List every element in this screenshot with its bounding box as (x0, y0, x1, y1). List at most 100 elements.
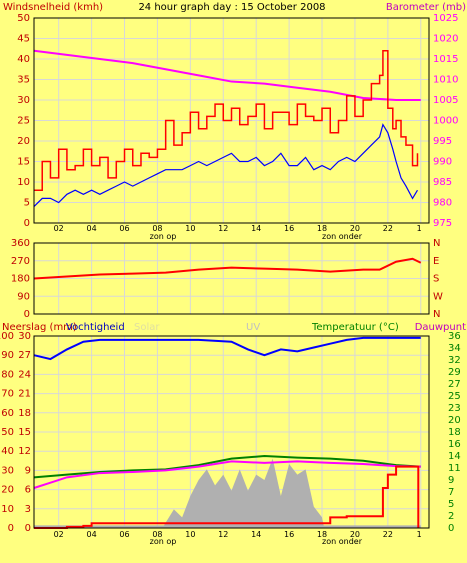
y-tick-label: 14 (448, 451, 461, 462)
y-tick-label: 12 (18, 446, 31, 457)
y-tick-label: 29 (448, 367, 461, 378)
sunrise-label: zon op (150, 232, 177, 241)
dewpoint-line (33, 460, 421, 489)
y-tick-label: 0 (24, 309, 30, 320)
y-tick-label: 0 (25, 523, 31, 534)
temperature-line (33, 454, 421, 479)
y-tick-label: 32 (448, 355, 461, 366)
y-tick-label: 90 (17, 291, 30, 302)
y-tick-label: 35 (17, 75, 30, 86)
panel1-frame (33, 17, 430, 224)
x-tick-label: 18 (317, 224, 327, 233)
x-tick-label: 20 (350, 224, 360, 233)
x-tick-label: 04 (87, 224, 97, 233)
wind-speed-axis-title: Windsnelheid (kmh) (3, 2, 103, 13)
sunset-label: zon onder (322, 232, 363, 241)
x-tick-label: 22 (383, 530, 393, 539)
y-tick-label: 2 (448, 511, 454, 522)
panel1-left-ticks: 0 5 10 15 20 25 30 35 40 45 50 (17, 13, 30, 229)
y-tick-label: 15 (18, 427, 31, 438)
x-tick-label: 20 (350, 530, 360, 539)
x-tick-label: 06 (119, 530, 129, 539)
y-tick-label: 360 (11, 238, 30, 249)
x-tick-label: 16 (284, 530, 294, 539)
y-tick-label: 23 (448, 403, 461, 414)
y-tick-label: 980 (433, 198, 452, 209)
y-tick-label: E (433, 256, 439, 267)
y-tick-label: 10 (17, 177, 30, 188)
y-tick-label: 1000 (433, 116, 458, 127)
y-tick-label: 0 (24, 218, 30, 229)
y-tick-label: 18 (448, 427, 461, 438)
solar-area (34, 458, 421, 528)
barometer-axis-title: Barometer (mb) (386, 2, 466, 13)
wind-gust-line (34, 50, 419, 191)
y-tick-label: 270 (11, 256, 30, 267)
y-tick-label: 18 (18, 408, 31, 419)
y-tick-label: 1010 (433, 75, 458, 86)
y-tick-label: 70 (1, 389, 14, 400)
y-tick-label: 10 (1, 504, 14, 515)
y-tick-label: 0 (448, 523, 454, 534)
y-tick-label: 0 (8, 523, 14, 534)
y-tick-label: 20 (448, 415, 461, 426)
x-tick-label: 10 (185, 224, 195, 233)
y-tick-label: 30 (17, 95, 30, 106)
y-tick-label: 975 (433, 218, 452, 229)
y-tick-label: N (433, 238, 440, 249)
humidity-line (33, 336, 421, 361)
temperature-axis-title: Temperatuur (°C) (311, 322, 399, 333)
y-tick-label: 20 (1, 485, 14, 496)
panel3-grid (34, 336, 429, 528)
y-tick-label: 25 (17, 116, 30, 127)
y-tick-label: 1005 (433, 95, 458, 106)
y-tick-label: 1025 (433, 13, 458, 24)
y-tick-label: 36 (448, 331, 461, 342)
solar-axis-title: Solar (134, 322, 160, 333)
y-tick-label: 80 (1, 369, 14, 380)
y-tick-label: 990 (433, 157, 452, 168)
x-tick-label: 02 (54, 224, 64, 233)
y-tick-label: 15 (17, 157, 30, 168)
y-tick-label: 45 (17, 34, 30, 45)
y-tick-label: 1020 (433, 34, 458, 45)
chart-title: 24 hour graph day : 15 October 2008 (138, 2, 325, 13)
y-tick-label: 100 (0, 331, 14, 342)
y-tick-label: 50 (1, 427, 14, 438)
y-tick-label: 27 (18, 350, 31, 361)
wind-barometer-panel: Windsnelheid (kmh) 24 hour graph day : 1… (0, 0, 467, 241)
y-tick-label: 3 (25, 504, 31, 515)
y-tick-label: 16 (448, 439, 461, 450)
rain-axis-title: Neerslag (mm) (2, 322, 77, 333)
y-tick-label: 20 (17, 136, 30, 147)
y-tick-label: 11 (448, 463, 461, 474)
panel1-right-ticks: 975 980 985 990 995 1000 1005 1010 1015 1020 1025 (433, 13, 458, 229)
x-tick-label: 14 (251, 530, 261, 539)
y-tick-label: 60 (1, 408, 14, 419)
rain-line (34, 465, 420, 529)
x-tick-label: 10 (185, 530, 195, 539)
y-tick-label: 180 (11, 274, 30, 285)
y-tick-label: N (433, 309, 440, 320)
panel2-left-ticks: 0 90 180 270 360 (11, 238, 30, 320)
x-tick-label: 14 (251, 224, 261, 233)
rain-humidity-temperature-panel: Neerslag (mm) Vochtigheid Solar UV Tempe… (0, 322, 466, 546)
x-tick-label: 08 (152, 224, 162, 233)
y-tick-label: 24 (18, 369, 31, 380)
x-tick-label: 16 (284, 224, 294, 233)
wind-direction-line (33, 257, 422, 280)
panel1-x-ticks: 02 04 06 08 10 12 14 16 18 20 22 1 (54, 224, 422, 233)
y-tick-label: 7 (448, 487, 454, 498)
barometer-line (33, 49, 421, 101)
panel3-series (33, 336, 421, 529)
y-tick-label: 21 (18, 389, 31, 400)
y-tick-label: 40 (1, 446, 14, 457)
y-tick-label: 25 (448, 391, 461, 402)
sunset-label-bottom: zon onder (322, 537, 363, 546)
x-tick-label: 1 (417, 530, 422, 539)
y-tick-label: 40 (17, 54, 30, 65)
wind-average-line (33, 123, 418, 208)
x-tick-label: 22 (383, 224, 393, 233)
